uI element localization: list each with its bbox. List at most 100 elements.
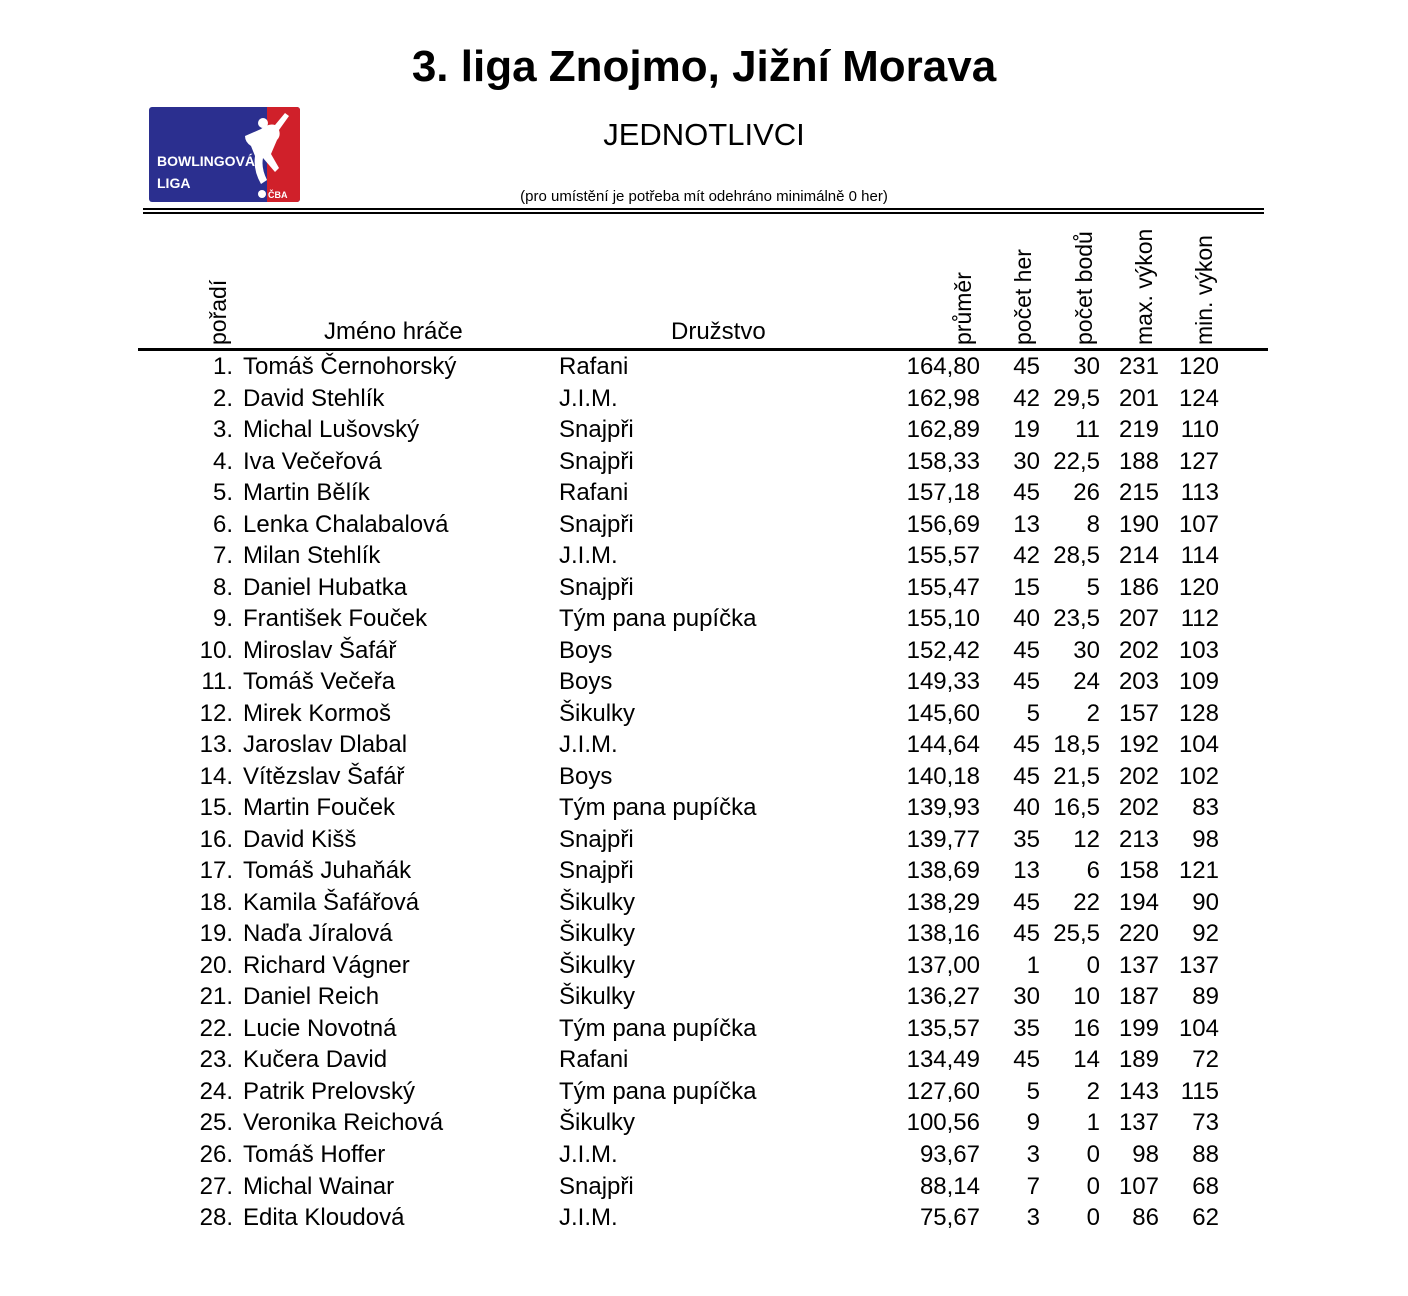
team-cell: Šikulky: [559, 699, 636, 727]
table-row: 18. Kamila Šafářová Šikulky 138,29 45 22 194 90: [0, 887, 1408, 919]
games-cell: 3: [1026, 1204, 1040, 1232]
table-row: 28. Edita Kloudová J.I.M. 75,67 3 0 86 62: [0, 1202, 1408, 1234]
team-cell: Rafani: [559, 353, 629, 380]
bowling-league-logo: BOWLINGOVÁ LIGA ČBA: [149, 107, 300, 202]
average-cell: 155,47: [906, 573, 980, 601]
points-cell: 18,5: [1053, 731, 1100, 759]
max-score-cell: 202: [1118, 636, 1159, 664]
rank-cell: 5.: [212, 479, 233, 507]
games-cell: 45: [1013, 731, 1040, 759]
average-cell: 93,67: [919, 1141, 980, 1168]
max-score-cell: 192: [1118, 731, 1159, 759]
points-cell: 10: [1073, 983, 1100, 1011]
player-name-cell: Tomáš Černohorský: [243, 353, 457, 380]
column-header-average: průměr: [950, 272, 976, 345]
svg-text:BOWLINGOVÁ: BOWLINGOVÁ: [157, 153, 255, 169]
svg-text:LIGA: LIGA: [157, 175, 190, 191]
max-score-cell: 189: [1118, 1046, 1159, 1074]
player-name-cell: František Fouček: [243, 605, 428, 633]
table-row: 25. Veronika Reichová Šikulky 100,56 9 1 137 73: [0, 1107, 1408, 1139]
rank-cell: 2.: [212, 384, 233, 412]
max-score-cell: 194: [1118, 888, 1159, 916]
rank-cell: 17.: [199, 857, 233, 885]
rank-cell: 8.: [212, 573, 233, 601]
max-score-cell: 187: [1118, 983, 1159, 1011]
player-name-cell: Edita Kloudová: [243, 1204, 405, 1232]
team-cell: Boys: [559, 668, 613, 696]
team-cell: J.I.M.: [559, 1204, 618, 1232]
min-score-cell: 90: [1192, 888, 1219, 916]
table-row: 13. Jaroslav Dlabal J.I.M. 144,64 45 18,5 192 1…: [0, 729, 1408, 761]
header-divider-bottom: [143, 212, 1264, 214]
games-cell: 40: [1013, 794, 1040, 822]
team-cell: Snajpři: [559, 447, 634, 475]
min-score-cell: 68: [1192, 1172, 1219, 1200]
team-cell: Boys: [559, 762, 613, 790]
max-score-cell: 202: [1118, 794, 1159, 822]
average-cell: 162,98: [906, 384, 980, 412]
team-cell: Rafani: [559, 1046, 629, 1074]
rank-cell: 13.: [199, 731, 233, 759]
points-cell: 29,5: [1053, 384, 1100, 412]
max-score-cell: 137: [1118, 951, 1159, 979]
player-name-cell: Veronika Reichová: [243, 1109, 444, 1137]
games-cell: 45: [1013, 1046, 1040, 1074]
table-row: 2. David Stehlík J.I.M. 162,98 42 29,5 201 124: [0, 383, 1408, 415]
max-score-cell: 186: [1118, 573, 1159, 601]
min-score-cell: 113: [1180, 479, 1219, 507]
min-score-cell: 98: [1192, 825, 1219, 853]
min-score-cell: 92: [1192, 920, 1219, 948]
qualification-note: (pro umístění je potřeba mít odehráno mi…: [520, 188, 888, 205]
average-cell: 136,27: [906, 983, 980, 1011]
rank-cell: 7.: [212, 542, 233, 570]
games-cell: 13: [1013, 510, 1040, 538]
player-name-cell: Milan Stehlík: [243, 542, 381, 570]
games-cell: 7: [1026, 1172, 1040, 1200]
min-score-cell: 124: [1178, 384, 1219, 412]
player-name-cell: David Kišš: [243, 825, 357, 853]
min-score-cell: 104: [1178, 731, 1219, 759]
games-cell: 30: [1013, 983, 1040, 1011]
average-cell: 140,18: [906, 762, 980, 790]
team-cell: Šikulky: [559, 888, 636, 916]
rank-cell: 15.: [199, 794, 233, 822]
average-cell: 139,77: [906, 825, 980, 853]
points-cell: 2: [1086, 699, 1100, 727]
games-cell: 45: [1013, 668, 1040, 696]
table-row: 14. Vítězslav Šafář Boys 140,18 45 21,5 202 102: [0, 761, 1408, 793]
team-cell: J.I.M.: [559, 542, 618, 570]
min-score-cell: 104: [1178, 1014, 1219, 1042]
rank-cell: 3.: [212, 416, 233, 444]
team-cell: Tým pana pupíčka: [559, 1014, 757, 1042]
team-cell: J.I.M.: [559, 1141, 618, 1168]
max-score-cell: 207: [1118, 605, 1159, 633]
rank-cell: 6.: [212, 510, 233, 538]
team-cell: Snajpři: [559, 825, 634, 853]
column-header-name: Jméno hráče: [324, 318, 463, 345]
games-cell: 35: [1013, 825, 1040, 853]
player-name-cell: Lenka Chalabalová: [243, 510, 449, 538]
table-row: 23. Kučera David Rafani 134,49 45 14 189 72: [0, 1044, 1408, 1076]
points-cell: 30: [1073, 353, 1100, 380]
min-score-cell: 120: [1178, 353, 1219, 380]
average-cell: 100,56: [906, 1109, 980, 1137]
min-score-cell: 72: [1192, 1046, 1219, 1074]
player-name-cell: Vítězslav Šafář: [243, 762, 405, 790]
games-cell: 13: [1013, 857, 1040, 885]
team-cell: Tým pana pupíčka: [559, 1077, 757, 1105]
min-score-cell: 103: [1178, 636, 1219, 664]
min-score-cell: 112: [1180, 605, 1219, 633]
min-score-cell: 127: [1178, 447, 1219, 475]
max-score-cell: 213: [1118, 825, 1159, 853]
games-cell: 15: [1013, 573, 1040, 601]
table-row: 3. Michal Lušovský Snajpři 162,89 19 11 219 110: [0, 414, 1408, 446]
page-subtitle: JEDNOTLIVCI: [603, 117, 805, 152]
games-cell: 45: [1013, 920, 1040, 948]
average-cell: 138,29: [906, 888, 980, 916]
average-cell: 75,67: [919, 1204, 980, 1232]
min-score-cell: 115: [1180, 1077, 1219, 1105]
min-score-cell: 107: [1178, 510, 1219, 538]
games-cell: 45: [1013, 888, 1040, 916]
team-cell: Rafani: [559, 479, 629, 507]
player-name-cell: Tomáš Juhaňák: [243, 857, 412, 885]
